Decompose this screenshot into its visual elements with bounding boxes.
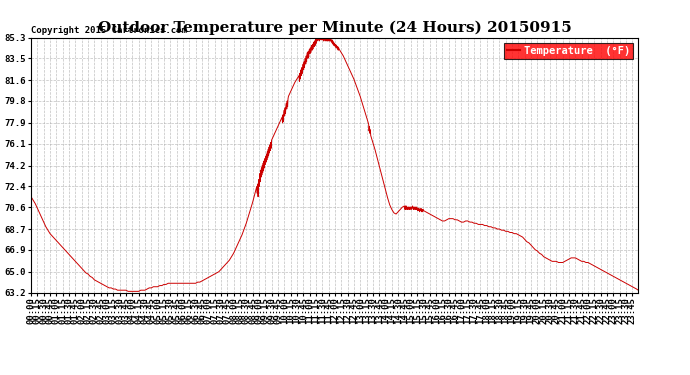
Text: Copyright 2015 Cartronics.com: Copyright 2015 Cartronics.com bbox=[31, 26, 187, 35]
Title: Outdoor Temperature per Minute (24 Hours) 20150915: Outdoor Temperature per Minute (24 Hours… bbox=[98, 21, 571, 35]
Legend: Temperature  (°F): Temperature (°F) bbox=[504, 43, 633, 59]
